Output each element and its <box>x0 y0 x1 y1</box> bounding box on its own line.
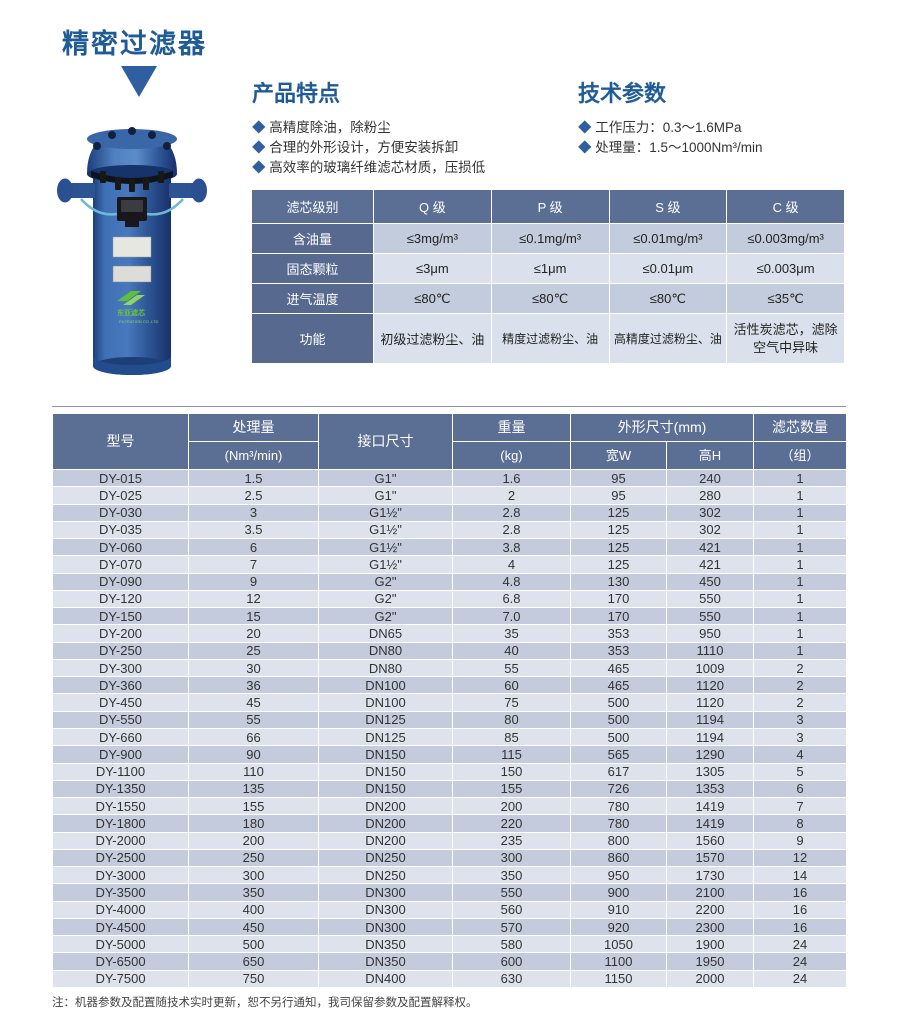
svg-text:FILTRATION CO.,LTD: FILTRATION CO.,LTD <box>119 319 158 324</box>
svg-text:东亚滤芯: 东亚滤芯 <box>117 308 145 317</box>
